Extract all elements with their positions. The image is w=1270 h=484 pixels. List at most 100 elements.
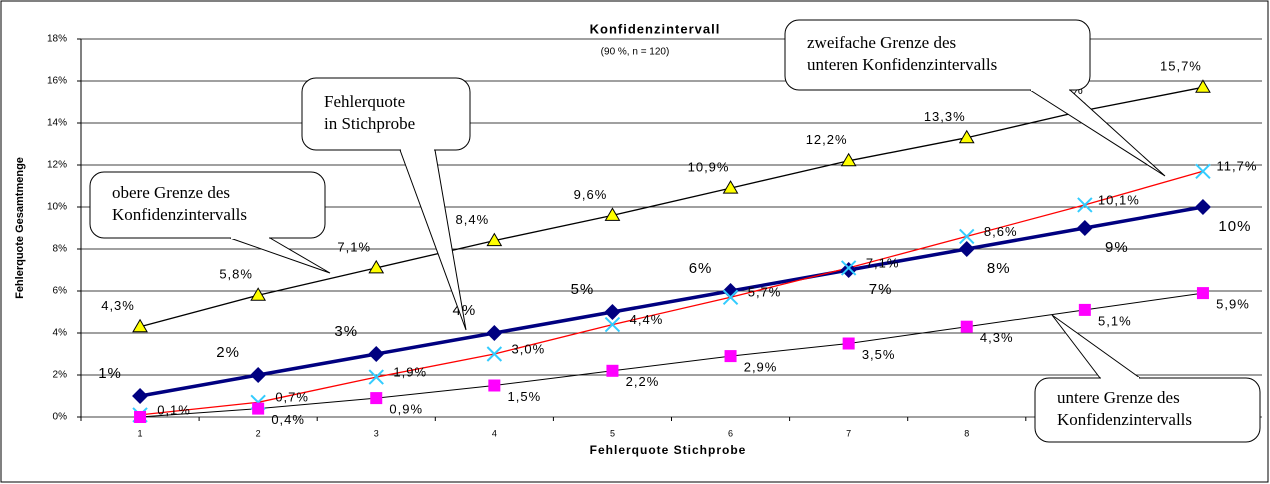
y-tick-label: 4% bbox=[53, 328, 68, 339]
marker bbox=[959, 228, 975, 245]
data-label: 5,8% bbox=[219, 267, 253, 282]
data-label: 6% bbox=[689, 260, 713, 277]
data-label: 8,4% bbox=[456, 212, 490, 227]
callout-pointer bbox=[399, 149, 467, 331]
marker bbox=[722, 180, 739, 194]
data-label: 0,9% bbox=[389, 402, 423, 417]
data-label: 3,5% bbox=[862, 347, 896, 362]
callout-text: Konfidenzintervalls bbox=[1057, 410, 1192, 429]
marker bbox=[840, 262, 857, 278]
x-tick-label: 3 bbox=[374, 428, 379, 438]
data-label: 10,9% bbox=[688, 160, 730, 175]
y-tick-label: 16% bbox=[47, 76, 67, 87]
chart-subtitle: (90 %, n = 120) bbox=[601, 47, 670, 58]
marker bbox=[132, 388, 149, 404]
chart-title: Konfidenzintervall bbox=[590, 21, 721, 36]
data-label: 10,1% bbox=[1098, 192, 1140, 207]
marker bbox=[368, 259, 385, 274]
marker bbox=[1195, 79, 1211, 93]
marker bbox=[604, 207, 621, 221]
callout-box bbox=[301, 77, 471, 151]
data-label: 13,3% bbox=[924, 109, 966, 124]
callout-box bbox=[89, 171, 326, 239]
x-tick-label: 5 bbox=[610, 428, 615, 438]
marker bbox=[604, 316, 621, 333]
marker bbox=[840, 152, 857, 167]
x-tick-label: 8 bbox=[964, 428, 969, 438]
marker bbox=[842, 337, 855, 350]
marker bbox=[250, 287, 267, 301]
callout-text: Fehlerquote bbox=[324, 92, 405, 111]
marker bbox=[958, 241, 975, 257]
data-label: 0,1% bbox=[157, 402, 191, 417]
marker bbox=[606, 364, 619, 377]
marker bbox=[252, 402, 265, 415]
x-tick-label: 7 bbox=[846, 428, 851, 438]
data-label: 4,3% bbox=[980, 330, 1014, 345]
marker bbox=[1196, 287, 1209, 300]
y-tick-label: 0% bbox=[53, 412, 68, 423]
x-tick-label: 4 bbox=[492, 428, 497, 438]
marker bbox=[1078, 303, 1091, 316]
marker bbox=[960, 320, 973, 333]
y-tick-label: 10% bbox=[47, 202, 67, 213]
data-label: 2,2% bbox=[626, 374, 660, 389]
marker bbox=[370, 392, 383, 405]
data-label: 10% bbox=[1218, 218, 1251, 235]
y-tick-label: 12% bbox=[47, 160, 67, 171]
marker bbox=[722, 289, 739, 306]
data-label: 1% bbox=[98, 365, 122, 382]
data-label: 4% bbox=[453, 302, 477, 319]
data-label: 0,7% bbox=[275, 390, 309, 405]
data-label: 5% bbox=[571, 281, 595, 298]
marker bbox=[132, 318, 148, 333]
data-label: 8,6% bbox=[984, 224, 1018, 239]
marker bbox=[486, 232, 503, 247]
data-label: 3,0% bbox=[512, 341, 546, 356]
callout-pointer bbox=[1029, 89, 1166, 177]
marker bbox=[604, 304, 621, 320]
callout-box bbox=[784, 19, 1091, 91]
data-label: 1,9% bbox=[393, 365, 427, 380]
x-tick-label: 1 bbox=[138, 428, 143, 438]
series-line bbox=[140, 292, 1204, 418]
data-label: 3% bbox=[334, 323, 358, 340]
marker bbox=[486, 346, 503, 362]
data-label: 2,9% bbox=[744, 360, 778, 375]
marker bbox=[250, 367, 267, 383]
series-line bbox=[139, 86, 1204, 328]
data-label: 7,1% bbox=[337, 239, 371, 254]
data-label: 9% bbox=[1105, 239, 1129, 256]
y-tick-label: 14% bbox=[47, 118, 67, 129]
data-label: 12,2% bbox=[806, 132, 848, 147]
x-tick-label: 6 bbox=[728, 428, 733, 438]
data-label: 5,1% bbox=[1098, 313, 1132, 328]
callout-text: in Stichprobe bbox=[324, 114, 415, 133]
marker bbox=[958, 129, 975, 144]
marker bbox=[724, 350, 737, 363]
series-line bbox=[139, 205, 1204, 398]
data-label: 8% bbox=[987, 260, 1011, 277]
marker bbox=[134, 411, 147, 423]
data-label: 11,7% bbox=[1216, 159, 1257, 174]
y-tick-label: 6% bbox=[53, 286, 68, 297]
data-label: 7,1% bbox=[866, 255, 900, 270]
series-line bbox=[139, 170, 1204, 416]
marker bbox=[488, 379, 501, 392]
callout-text: untere Grenze des bbox=[1057, 388, 1180, 407]
marker bbox=[1077, 197, 1093, 213]
data-label: 9,6% bbox=[574, 187, 608, 202]
callout-text: unteren Konfidenzintervalls bbox=[807, 55, 997, 74]
y-tick-label: 2% bbox=[53, 370, 68, 381]
marker bbox=[1194, 199, 1211, 215]
marker bbox=[368, 369, 384, 385]
y-axis-label: Fehlerquote Gesamtmenge bbox=[14, 157, 26, 299]
marker bbox=[368, 346, 385, 362]
callout-pointer bbox=[229, 237, 331, 274]
marker bbox=[486, 325, 503, 341]
data-label: 7% bbox=[869, 281, 893, 298]
data-label: 5,7% bbox=[748, 285, 782, 300]
callout-box bbox=[1034, 377, 1261, 443]
callout-pointer bbox=[1051, 314, 1141, 379]
